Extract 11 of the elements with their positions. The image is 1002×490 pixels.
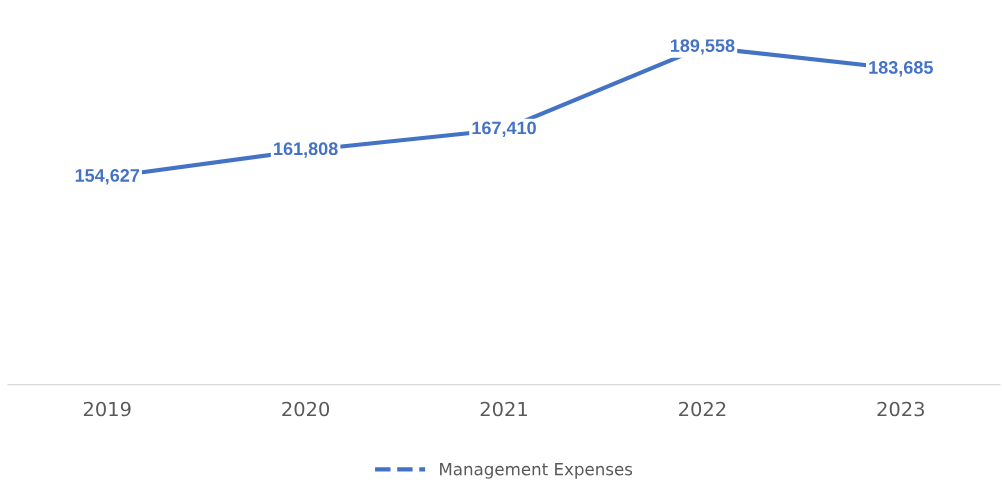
x-tick-label: 2022 [679, 401, 726, 417]
data-label: 189,558 [670, 39, 735, 55]
data-label: 167,410 [472, 121, 536, 137]
data-label: 161,808 [274, 142, 338, 158]
x-tick-label: 2020 [282, 401, 330, 417]
legend-label: Management Expenses [440, 463, 633, 479]
x-tick-label: 2021 [480, 401, 527, 417]
x-tick-label: 2019 [83, 401, 131, 417]
x-tick-label: 2023 [877, 401, 924, 417]
data-label: 154,627 [75, 169, 140, 185]
data-label: 183,685 [869, 61, 933, 77]
